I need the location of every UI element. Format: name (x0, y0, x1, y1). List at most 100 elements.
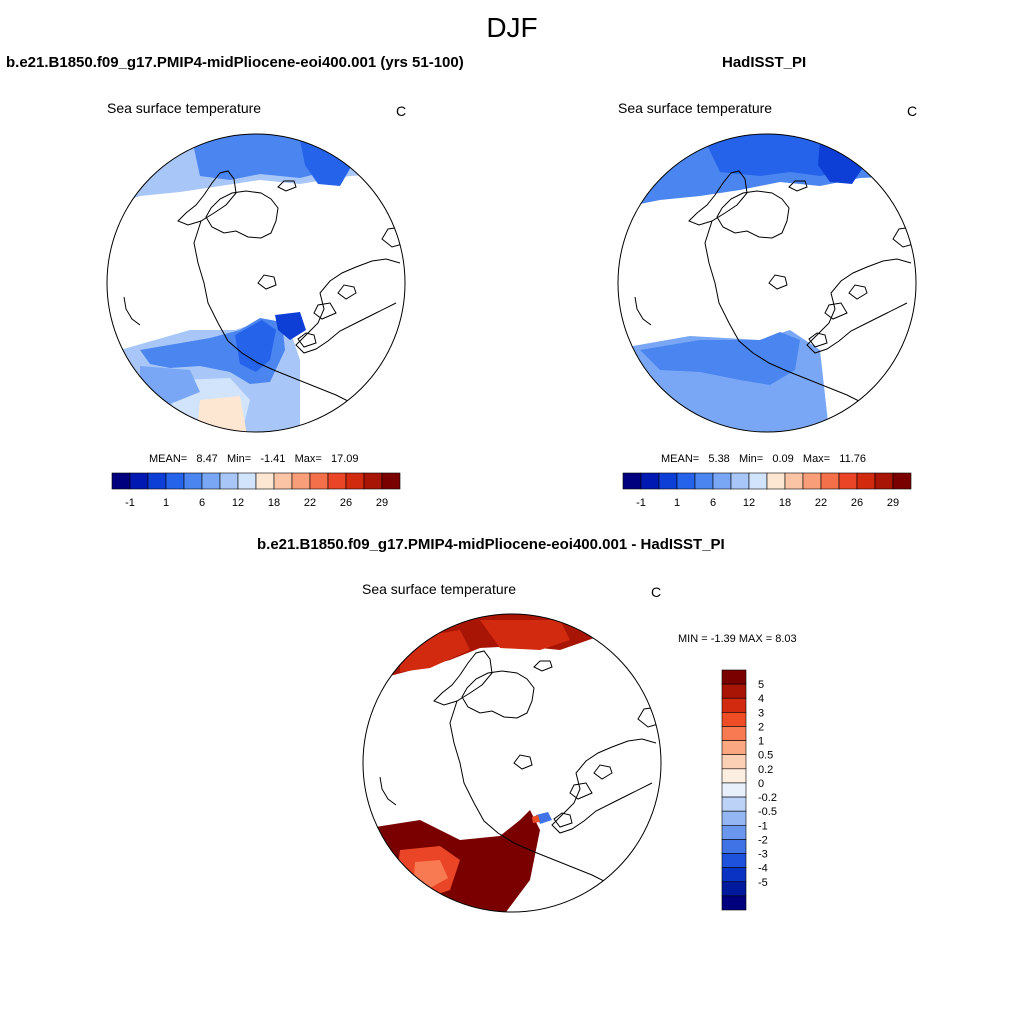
model-colorbar-swatch (345, 472, 365, 490)
obs-max-value: 11.76 (839, 453, 867, 465)
diff-colorbar-swatch (721, 683, 747, 699)
model-colorbar-swatch (291, 472, 311, 490)
diff-panel-title: b.e21.B1850.f09_g17.PMIP4-midPliocene-eo… (257, 536, 725, 553)
diff-colorbar-swatch (721, 669, 747, 685)
diff-colorbar-swatch (721, 853, 747, 868)
diff-colorbar-label: 0.2 (758, 764, 773, 776)
diff-colorbar-swatch (721, 867, 747, 883)
diff-colorbar-swatch (721, 782, 747, 798)
obs-colorbar-swatch (784, 472, 804, 490)
model-mean-value: 8.47 (196, 453, 218, 465)
diff-colorbar-label: -3 (758, 849, 768, 861)
obs-mean-value: 5.38 (708, 453, 730, 465)
model-colorbar-swatch (147, 472, 167, 490)
model-colorbar-tick-label: 6 (199, 497, 205, 509)
diff-map (362, 613, 662, 913)
obs-colorbar-tick-label: 22 (815, 497, 827, 509)
model-colorbar-swatch (363, 472, 383, 490)
model-colorbar-swatch (237, 472, 257, 490)
diff-colorbar-label: 0.5 (758, 750, 773, 762)
obs-colorbar-swatch (856, 472, 876, 490)
model-colorbar-swatch (183, 472, 203, 490)
diff-colorbar-label: -0.2 (758, 792, 777, 804)
obs-colorbar-swatch (712, 472, 732, 490)
model-min-label: Min= (226, 453, 252, 465)
diff-colorbar-swatch (721, 726, 747, 741)
model-colorbar-swatch (219, 472, 239, 490)
diff-colorbar-label: 1 (758, 736, 764, 748)
model-colorbar-swatch (255, 472, 275, 490)
diff-colorbar-label: 0 (758, 778, 764, 790)
obs-colorbar-swatch (640, 472, 660, 490)
model-colorbar-tick-label: 12 (232, 497, 244, 509)
model-colorbar-swatch (381, 472, 401, 490)
obs-colorbar: -1 1 6 12 18 22 26 29 (622, 472, 912, 509)
diff-colorbar-label: 2 (758, 721, 764, 733)
obs-colorbar-swatch (658, 472, 678, 490)
obs-colorbar-swatch (766, 472, 786, 490)
model-colorbar-swatch (327, 472, 347, 490)
obs-panel-title: HadISST_PI (722, 54, 807, 71)
obs-colorbar-swatch (820, 472, 840, 490)
diff-colorbar-swatch (721, 810, 747, 826)
model-stats: MEAN= 8.47 Min= -1.41 Max= 17.09 (149, 453, 358, 465)
model-colorbar-swatch (273, 472, 293, 490)
model-colorbar-tick-label: 18 (268, 497, 280, 509)
obs-colorbar-tick-label: 29 (887, 497, 899, 509)
model-mean-label: MEAN= (149, 453, 188, 465)
diff-colorbar-swatch (721, 768, 747, 784)
obs-colorbar-tick-label: 1 (674, 497, 680, 509)
obs-map (617, 133, 917, 433)
model-panel-title: b.e21.B1850.f09_g17.PMIP4-midPliocene-eo… (6, 54, 464, 71)
obs-stats: MEAN= 5.38 Min= 0.09 Max= 11.76 (661, 453, 866, 465)
obs-variable-label: Sea surface temperature (618, 100, 773, 116)
obs-colorbar-tick-label: 26 (851, 497, 863, 509)
model-colorbar-swatch (309, 472, 329, 490)
diff-colorbar-label: -2 (758, 834, 768, 846)
model-colorbar-swatch (129, 472, 149, 490)
model-max-value: 17.09 (330, 453, 359, 465)
diff-colorbar: 5 4 3 2 1 0.5 0.2 0 -0.2 -0.5 -1 -2 -3 -4 -5 (721, 669, 777, 911)
model-units-label: C (396, 103, 407, 119)
diff-colorbar-label: -1 (758, 820, 768, 832)
diff-colorbar-swatch (721, 754, 747, 770)
model-min-value: -1.41 (260, 453, 286, 465)
diff-colorbar-swatch (721, 712, 747, 727)
model-colorbar-swatch (201, 472, 221, 490)
diff-colorbar-label: 5 (758, 679, 764, 691)
model-colorbar: -1 1 6 12 18 22 26 29 (111, 472, 401, 509)
model-variable-label: Sea surface temperature (107, 100, 262, 116)
diff-units-label: C (651, 584, 662, 600)
obs-colorbar-tick-label: -1 (636, 497, 646, 509)
diff-colorbar-swatch (721, 697, 747, 713)
diff-colorbar-label: 3 (758, 707, 764, 719)
figure-title: DJF (486, 12, 538, 43)
model-colorbar-tick-label: -1 (125, 497, 135, 509)
model-colorbar-tick-label: 22 (304, 497, 316, 509)
obs-colorbar-tick-label: 6 (710, 497, 716, 509)
model-colorbar-tick-label: 26 (340, 497, 352, 509)
diff-colorbar-swatch (721, 839, 747, 854)
obs-colorbar-swatch (892, 472, 912, 490)
obs-colorbar-swatch (730, 472, 750, 490)
obs-colorbar-swatch (694, 472, 714, 490)
diff-stats: MIN = -1.39 MAX = 8.03 (678, 633, 797, 645)
diff-colorbar-swatch (721, 740, 747, 756)
obs-colorbar-swatch (838, 472, 858, 490)
obs-colorbar-swatch (874, 472, 894, 490)
model-colorbar-swatch (111, 472, 131, 490)
obs-max-label: Max= (802, 453, 831, 465)
diff-colorbar-label: -5 (758, 877, 768, 889)
obs-min-value: 0.09 (772, 453, 794, 465)
obs-colorbar-swatch (802, 472, 822, 490)
obs-mean-label: MEAN= (661, 453, 700, 465)
obs-min-label: Min= (738, 453, 764, 465)
diff-colorbar-swatch (721, 824, 747, 840)
model-max-label: Max= (294, 453, 322, 465)
obs-colorbar-tick-label: 12 (743, 497, 755, 509)
obs-colorbar-swatch (748, 472, 768, 490)
model-colorbar-tick-label: 1 (163, 497, 169, 509)
model-map (106, 133, 406, 433)
model-colorbar-swatch (165, 472, 185, 490)
